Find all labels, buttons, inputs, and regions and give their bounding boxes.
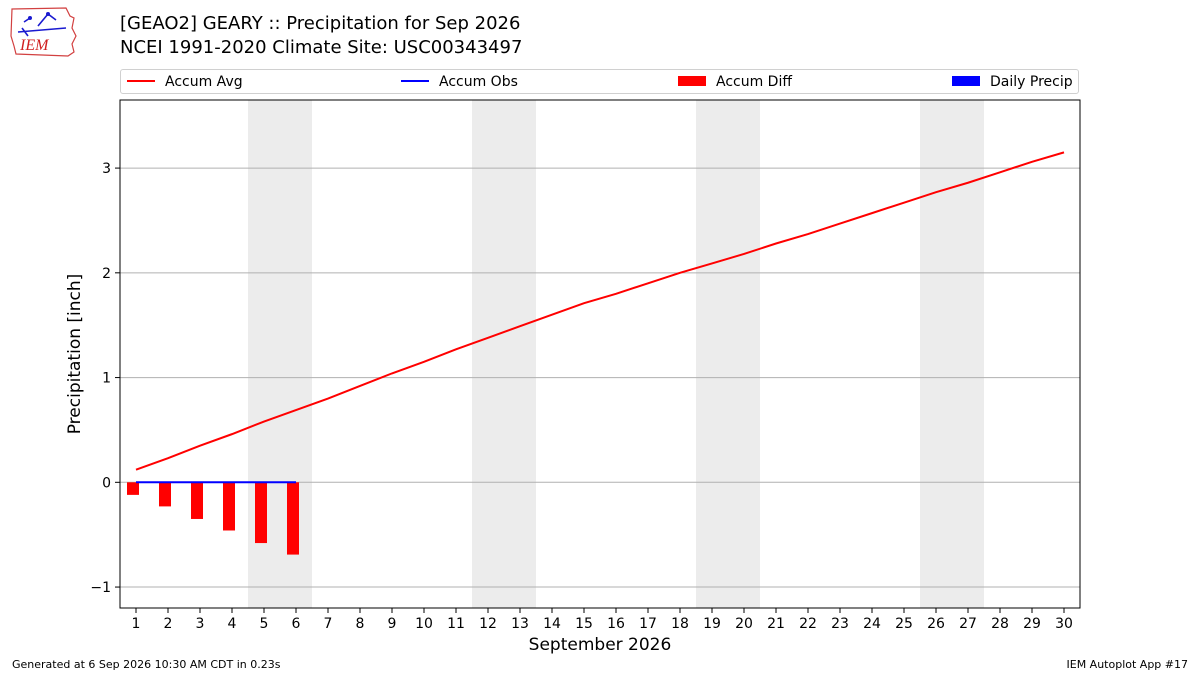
x-tick-label: 27 (959, 616, 977, 632)
x-axis-label: September 2026 (529, 635, 672, 655)
legend-label: Daily Precip (990, 74, 1073, 90)
x-tick-label: 10 (415, 616, 433, 632)
bar-accum-diff (191, 482, 203, 519)
iem-logo: IEM (8, 6, 80, 58)
y-tick-label: −1 (90, 580, 111, 596)
legend-item-daily-precip: Daily Precip (952, 74, 1073, 90)
legend-label: Accum Obs (439, 74, 518, 90)
x-tick-label: 20 (735, 616, 753, 632)
bar-accum-diff (287, 482, 299, 555)
bar-accum-diff (223, 482, 235, 531)
legend-item-accum-avg: Accum Avg (127, 74, 243, 90)
y-tick-label: 1 (102, 371, 111, 387)
weekend-shade (472, 100, 536, 608)
x-tick-label: 6 (292, 616, 301, 632)
x-tick-label: 12 (479, 616, 497, 632)
x-tick-label: 5 (260, 616, 269, 632)
legend-swatch-accum-avg (127, 80, 155, 82)
x-tick-label: 15 (575, 616, 593, 632)
chart-title: [GEAO2] GEARY :: Precipitation for Sep 2… (120, 13, 521, 34)
x-tick-label: 17 (639, 616, 657, 632)
bar-accum-diff (159, 482, 171, 507)
x-tick-label: 13 (511, 616, 529, 632)
x-tick-label: 7 (324, 616, 333, 632)
legend-label: Accum Diff (716, 74, 793, 90)
x-tick-label: 8 (356, 616, 365, 632)
x-tick-label: 22 (799, 616, 817, 632)
x-tick-label: 11 (447, 616, 465, 632)
legend-item-accum-diff: Accum Diff (678, 74, 792, 90)
chart-subtitle: NCEI 1991-2020 Climate Site: USC00343497 (120, 37, 523, 58)
legend-swatch-accum-obs (401, 80, 429, 82)
legend-item-accum-obs: Accum Obs (401, 74, 518, 90)
x-tick-label: 23 (831, 616, 849, 632)
x-tick-label: 18 (671, 616, 689, 632)
x-tick-label: 2 (164, 616, 173, 632)
x-tick-label: 19 (703, 616, 721, 632)
x-tick-label: 14 (543, 616, 561, 632)
x-tick-label: 28 (991, 616, 1009, 632)
plot-frame (119, 99, 1081, 609)
bar-accum-diff (255, 482, 267, 544)
bar-accum-diff (127, 482, 139, 495)
y-tick-label: 3 (102, 161, 111, 177)
y-axis-label: Precipitation [inch] (65, 274, 85, 435)
x-tick-label: 1 (132, 616, 141, 632)
x-tick-label: 29 (1023, 616, 1041, 632)
line-accum-avg (135, 151, 1065, 471)
weekend-shade (696, 100, 760, 608)
x-tick-label: 3 (196, 616, 205, 632)
generated-timestamp: Generated at 6 Sep 2026 10:30 AM CDT in … (12, 658, 281, 671)
autoplot-app-label: IEM Autoplot App #17 (1066, 658, 1189, 671)
x-tick-label: 21 (767, 616, 785, 632)
svg-text:IEM: IEM (19, 37, 50, 54)
legend-label: Accum Avg (165, 74, 243, 90)
x-tick-label: 26 (927, 616, 945, 632)
legend-swatch-accum-diff (678, 76, 706, 86)
y-tick-label: 0 (102, 475, 111, 491)
y-tick-label: 2 (102, 266, 111, 282)
x-tick-label: 30 (1055, 616, 1073, 632)
x-tick-label: 16 (607, 616, 625, 632)
x-tick-label: 4 (228, 616, 237, 632)
chart-legend: Accum Avg Accum Obs Accum Diff Daily Pre… (120, 69, 1079, 94)
weekend-shade (920, 100, 984, 608)
x-tick-label: 9 (388, 616, 397, 632)
legend-swatch-daily-precip (952, 76, 980, 86)
x-tick-label: 25 (895, 616, 913, 632)
x-tick-label: 24 (863, 616, 881, 632)
